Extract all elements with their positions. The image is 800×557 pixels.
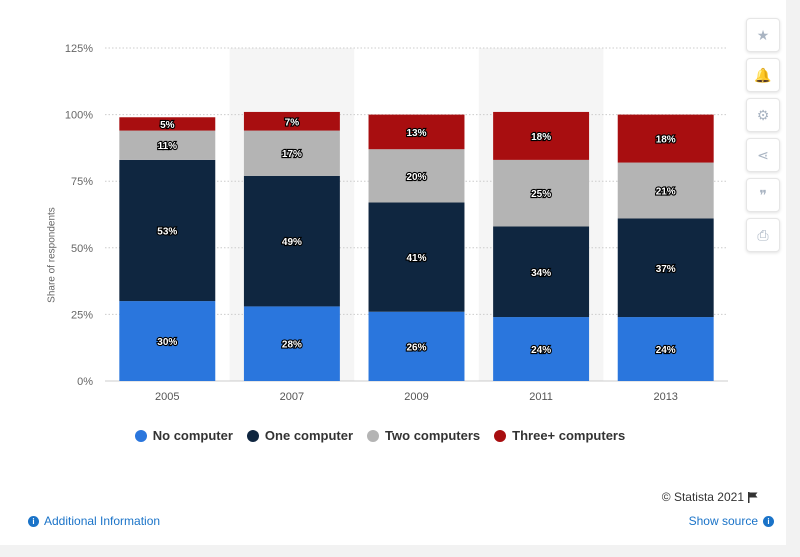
x-tick-label: 2013 (653, 391, 677, 403)
bar-segment (493, 317, 590, 381)
y-tick-label: 0% (77, 376, 93, 388)
data-label: 28% (282, 340, 302, 351)
y-axis-label: Share of respondents (46, 207, 58, 303)
bar-segment (493, 226, 590, 318)
x-tick-label: 2007 (280, 391, 304, 403)
x-tick-label: 2005 (155, 391, 179, 403)
data-label: 26% (406, 342, 426, 353)
bar-segment (243, 130, 340, 176)
data-label: 37% (656, 264, 676, 275)
data-label: 13% (406, 128, 426, 139)
bar-segment (493, 111, 590, 160)
legend-swatch (494, 429, 507, 442)
share-button[interactable]: ⋖ (746, 138, 780, 172)
y-tick-label: 125% (65, 43, 93, 55)
print-button[interactable]: ⎙ (746, 218, 780, 252)
data-label: 24% (656, 345, 676, 356)
quote-button[interactable]: ❞ (746, 178, 780, 212)
additional-information-label: Additional Information (44, 514, 161, 528)
data-label: 7% (285, 117, 300, 128)
data-label: 41% (406, 253, 426, 264)
star-icon: ★ (756, 26, 770, 43)
data-label: 20% (406, 172, 426, 183)
x-tick-label: 2011 (529, 391, 553, 403)
data-label: 25% (531, 189, 551, 200)
legend-label: No computer (152, 428, 233, 443)
bar-segment (243, 175, 340, 307)
bar-segment (243, 111, 340, 131)
data-label: 34% (531, 268, 551, 279)
legend-label: One computer (264, 428, 354, 443)
bar-segment (119, 117, 216, 131)
flag-icon[interactable] (748, 491, 758, 503)
bar-segment (368, 311, 465, 381)
legend-item[interactable]: No computer (134, 428, 233, 443)
info-icon: i (28, 515, 39, 527)
bar-segment (617, 218, 714, 318)
stacked-bar-chart: 0% 25% 50% 75% 100% 125% 30% 53% 11% 5% 2005 28% 49%… (65, 43, 728, 403)
bar-segment (617, 317, 714, 381)
legend-label: Three+ computers (512, 428, 626, 443)
show-source-link[interactable]: Show source i (689, 514, 774, 528)
data-label: 49% (282, 237, 302, 248)
show-source-label: Show source (688, 514, 758, 528)
print-icon: ⎙ (757, 226, 769, 243)
legend-swatch (246, 429, 259, 442)
bar-segment (493, 159, 590, 227)
chart-legend: No computer One computer Two computers Thre… (0, 428, 760, 443)
info-icon: i (763, 515, 774, 527)
data-label: 17% (282, 149, 302, 160)
data-label: 5% (160, 120, 175, 131)
data-label: 18% (531, 132, 551, 143)
legend-swatch (134, 429, 147, 442)
y-tick-label: 50% (71, 243, 93, 255)
legend-item[interactable]: Two computers (367, 428, 480, 443)
data-label: 24% (531, 345, 551, 356)
bar-segment (119, 301, 216, 381)
gear-button[interactable]: ⚙ (746, 98, 780, 132)
bar-segment (368, 202, 465, 312)
gear-icon: ⚙ (756, 106, 770, 123)
sidebar-toolbar: ★ 🔔 ⚙ ⋖ ❞ ⎙ (746, 18, 780, 252)
data-label: 18% (656, 135, 676, 146)
legend-item[interactable]: Three+ computers (494, 428, 625, 443)
copyright: © Statista 2021 (662, 490, 758, 504)
data-label: 11% (158, 141, 178, 152)
bell-icon: 🔔 (754, 66, 772, 83)
bar-segment (617, 114, 714, 163)
bar-segment (368, 114, 465, 150)
chart-card: 0% 25% 50% 75% 100% 125% 30% 53% 11% 5% 2005 28% 49%… (0, 0, 786, 545)
bar-segment (617, 162, 714, 219)
legend-label: Two computers (385, 428, 481, 443)
y-tick-label: 25% (71, 309, 93, 321)
bar-segment (119, 159, 216, 302)
share-icon: ⋖ (757, 146, 769, 163)
quote-icon: ❞ (759, 186, 767, 203)
bar-segment (243, 306, 340, 381)
bell-button[interactable]: 🔔 (746, 58, 780, 92)
legend-item[interactable]: One computer (246, 428, 354, 443)
star-button[interactable]: ★ (746, 18, 780, 52)
x-tick-label: 2009 (404, 391, 428, 403)
y-tick-label: 100% (65, 110, 93, 122)
data-label: 21% (656, 187, 676, 198)
bar-segment (119, 130, 216, 160)
copyright-text: © Statista 2021 (661, 490, 744, 504)
legend-swatch (367, 429, 380, 442)
y-tick-label: 75% (71, 176, 93, 188)
additional-information-link[interactable]: i Additional Information (28, 514, 160, 528)
data-label: 30% (157, 337, 177, 348)
bar-segment (368, 149, 465, 203)
data-label: 53% (157, 226, 177, 237)
